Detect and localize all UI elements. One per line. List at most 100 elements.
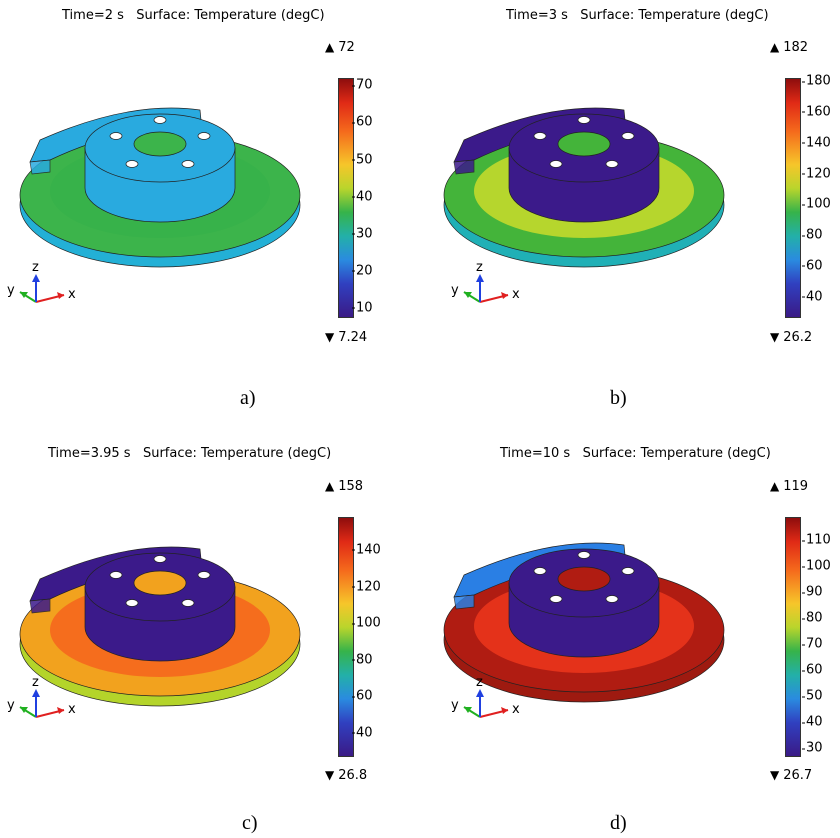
x-axis-label: x bbox=[512, 702, 520, 717]
colorbar-tick-label: 120 bbox=[352, 579, 381, 594]
bolt-hole bbox=[549, 595, 563, 603]
colorbar-tick-label: 70 bbox=[352, 77, 373, 93]
plot-title: Time=10 s Surface: Temperature (degC) bbox=[500, 446, 771, 461]
axis-triad: x y z bbox=[7, 677, 76, 718]
up-triangle-icon: ▲ bbox=[770, 479, 780, 493]
down-triangle-icon: ▼ bbox=[770, 330, 780, 344]
brake-disc-model bbox=[443, 107, 725, 268]
bolt-hole bbox=[109, 571, 123, 579]
x-arrowhead bbox=[501, 292, 508, 299]
bolt-hole bbox=[533, 567, 547, 575]
plot-title: Time=3 s Surface: Temperature (degC) bbox=[506, 8, 769, 23]
panel-b: Time=3 s Surface: Temperature (degC) ▲ 18… bbox=[420, 0, 840, 419]
caliper-pad-side bbox=[29, 159, 51, 175]
max-value-label: ▲ 119 bbox=[770, 479, 809, 494]
x-axis-label: x bbox=[68, 287, 76, 302]
center-bore bbox=[557, 566, 611, 592]
colorbar-tick-label: 40 bbox=[802, 289, 823, 305]
bolt-hole bbox=[197, 571, 211, 579]
z-axis-label: z bbox=[32, 677, 39, 690]
colorbar bbox=[338, 517, 354, 757]
x-axis-label: x bbox=[68, 702, 76, 717]
x-arrowhead bbox=[57, 707, 64, 714]
axis-triad: x y z bbox=[451, 677, 520, 718]
bolt-hole bbox=[577, 116, 591, 124]
panel-caption: a) bbox=[240, 387, 256, 409]
plot-title: Time=2 s Surface: Temperature (degC) bbox=[62, 8, 325, 23]
max-value-label: ▲ 158 bbox=[325, 479, 364, 494]
x-axis-label: x bbox=[512, 287, 520, 302]
min-value-label: ▼ 26.2 bbox=[770, 330, 813, 345]
max-value-label: ▲ 72 bbox=[325, 40, 355, 55]
colorbar-tick-label: 10 bbox=[352, 300, 373, 316]
axis-triad: x y z bbox=[451, 262, 520, 303]
panel-caption: b) bbox=[610, 387, 627, 409]
up-triangle-icon: ▲ bbox=[325, 40, 335, 54]
z-arrowhead bbox=[476, 274, 484, 282]
y-arrowhead bbox=[20, 707, 28, 713]
center-bore bbox=[133, 131, 187, 157]
colorbar-tick-label: 80 bbox=[802, 610, 823, 626]
bolt-hole bbox=[197, 132, 211, 140]
x-arrowhead bbox=[501, 707, 508, 714]
bolt-hole bbox=[153, 116, 167, 124]
colorbar-tick-label: 40 bbox=[802, 714, 823, 730]
colorbar-tick-label: 40 bbox=[352, 725, 373, 741]
bolt-hole bbox=[621, 567, 635, 575]
z-axis-label: z bbox=[476, 677, 483, 690]
y-axis-label: y bbox=[7, 283, 15, 298]
colorbar-tick-label: 60 bbox=[352, 114, 373, 130]
z-arrowhead bbox=[32, 274, 40, 282]
bolt-hole bbox=[153, 555, 167, 563]
colorbar-tick-label: 20 bbox=[352, 263, 373, 279]
min-value-label: ▼ 7.24 bbox=[325, 330, 368, 345]
panel-a: Time=2 s Surface: Temperature (degC) ▲ 72… bbox=[0, 0, 420, 419]
min-value-label: ▼ 26.7 bbox=[770, 768, 813, 783]
colorbar-tick-label: 120 bbox=[802, 166, 831, 181]
bolt-hole bbox=[125, 599, 139, 607]
bolt-hole bbox=[549, 160, 563, 168]
up-triangle-icon: ▲ bbox=[325, 479, 335, 493]
y-arrowhead bbox=[20, 292, 28, 298]
bolt-hole bbox=[621, 132, 635, 140]
colorbar-ticks: 70 60 50 40 30 20 10 bbox=[352, 77, 416, 318]
axis-triad: x y z bbox=[7, 262, 76, 303]
colorbar-tick-label: 140 bbox=[352, 542, 381, 558]
bolt-hole bbox=[605, 595, 619, 603]
y-arrowhead bbox=[464, 292, 472, 298]
colorbar-ticks: 140 120 100 80 60 40 bbox=[352, 517, 416, 757]
colorbar-tick-label: 140 bbox=[802, 135, 831, 151]
down-triangle-icon: ▼ bbox=[770, 768, 780, 782]
colorbar bbox=[785, 78, 801, 318]
z-arrowhead bbox=[476, 689, 484, 697]
colorbar-tick-label: 50 bbox=[352, 152, 373, 168]
max-value-label: ▲ 182 bbox=[770, 40, 809, 55]
center-bore bbox=[557, 131, 611, 157]
panel-caption: d) bbox=[610, 812, 627, 834]
colorbar bbox=[338, 78, 354, 318]
bolt-hole bbox=[125, 160, 139, 168]
y-arrowhead bbox=[464, 707, 472, 713]
center-bore bbox=[133, 570, 187, 596]
colorbar-tick-label: 80 bbox=[802, 227, 823, 243]
panel-caption: c) bbox=[242, 812, 258, 834]
z-axis-label: z bbox=[476, 262, 483, 275]
up-triangle-icon: ▲ bbox=[770, 40, 780, 54]
brake-disc-model bbox=[19, 546, 301, 707]
min-value-label: ▼ 26.8 bbox=[325, 768, 368, 783]
colorbar-tick-label: 30 bbox=[352, 226, 373, 242]
y-axis-label: y bbox=[7, 698, 15, 713]
panel-c: Time=3.95 s Surface: Temperature (degC) … bbox=[0, 419, 420, 838]
colorbar-tick-label: 180 bbox=[802, 73, 831, 89]
colorbar-ticks: 110 100 90 80 70 60 50 40 30 bbox=[802, 517, 840, 757]
colorbar-tick-label: 100 bbox=[802, 196, 831, 212]
colorbar bbox=[785, 517, 801, 757]
caliper-pad-side bbox=[29, 598, 51, 614]
bolt-hole bbox=[577, 551, 591, 559]
y-axis-label: y bbox=[451, 283, 459, 298]
colorbar-tick-label: 70 bbox=[802, 636, 823, 652]
bolt-hole bbox=[181, 599, 195, 607]
panel-d: Time=10 s Surface: Temperature (degC) ▲ 1… bbox=[420, 419, 840, 838]
colorbar-tick-label: 160 bbox=[802, 104, 831, 120]
colorbar-tick-label: 80 bbox=[352, 652, 373, 668]
